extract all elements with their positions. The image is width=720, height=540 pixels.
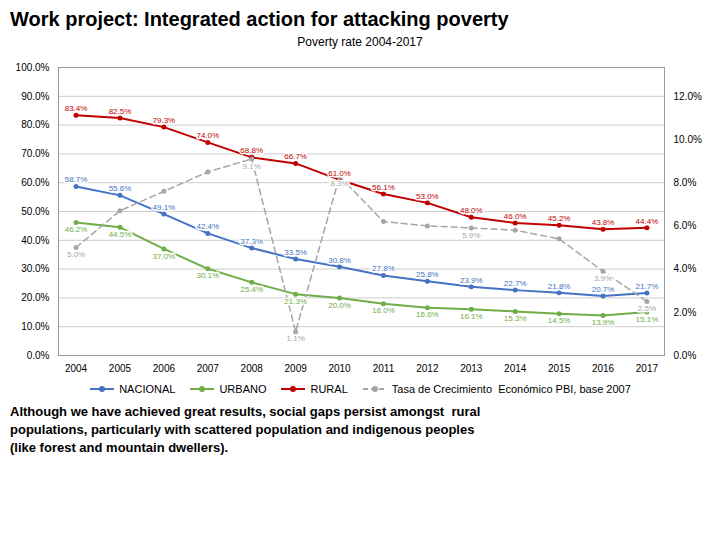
svg-text:30.8%: 30.8% bbox=[328, 256, 351, 265]
svg-text:66.7%: 66.7% bbox=[284, 152, 307, 161]
svg-text:58.7%: 58.7% bbox=[65, 175, 88, 184]
html-text:NACIONAL: NACIONAL bbox=[119, 383, 176, 395]
html-text:Work project: Integrated actio: Work project: Integrated action for atta… bbox=[10, 8, 509, 30]
svg-text:74.0%: 74.0% bbox=[196, 131, 219, 140]
svg-text:46.2%: 46.2% bbox=[65, 225, 88, 234]
svg-text:21.3%: 21.3% bbox=[284, 297, 307, 306]
svg-text:0.0%: 0.0% bbox=[27, 350, 50, 361]
svg-text:83.4%: 83.4% bbox=[65, 104, 88, 113]
svg-text:10.0%: 10.0% bbox=[674, 134, 702, 145]
svg-text:12.0%: 12.0% bbox=[674, 91, 702, 102]
svg-text:61.0%: 61.0% bbox=[328, 169, 351, 178]
svg-text:6.0%: 6.0% bbox=[674, 220, 697, 231]
svg-text:16.1%: 16.1% bbox=[460, 312, 483, 321]
svg-text:2.0%: 2.0% bbox=[674, 307, 697, 318]
svg-text:8.0%: 8.0% bbox=[674, 177, 697, 188]
svg-text:2.5%: 2.5% bbox=[638, 304, 656, 313]
html-text:RURAL: RURAL bbox=[310, 383, 348, 395]
svg-text:5.0%: 5.0% bbox=[67, 250, 85, 259]
svg-text:30.1%: 30.1% bbox=[196, 271, 219, 280]
html-text:URBANO: URBANO bbox=[219, 383, 267, 395]
svg-text:2016: 2016 bbox=[592, 363, 615, 374]
svg-text:3.9%: 3.9% bbox=[594, 274, 612, 283]
svg-text:60.0%: 60.0% bbox=[21, 177, 49, 188]
html-text:Tasa de Crecimiento Económico: Tasa de Crecimiento Económico PBI, base … bbox=[391, 383, 631, 395]
svg-text:2013: 2013 bbox=[460, 363, 483, 374]
svg-text:70.0%: 70.0% bbox=[21, 148, 49, 159]
svg-text:0.0%: 0.0% bbox=[674, 350, 697, 361]
svg-text:53.0%: 53.0% bbox=[416, 192, 439, 201]
svg-text:2010: 2010 bbox=[328, 363, 351, 374]
svg-text:44.5%: 44.5% bbox=[109, 230, 132, 239]
svg-text:15.1%: 15.1% bbox=[636, 315, 659, 324]
svg-text:43.8%: 43.8% bbox=[592, 218, 615, 227]
svg-text:2015: 2015 bbox=[548, 363, 571, 374]
svg-text:10.0%: 10.0% bbox=[21, 321, 49, 332]
svg-text:40.0%: 40.0% bbox=[21, 235, 49, 246]
svg-text:42.4%: 42.4% bbox=[196, 222, 219, 231]
svg-text:5.9%: 5.9% bbox=[462, 231, 480, 240]
svg-text:2004: 2004 bbox=[65, 363, 88, 374]
svg-text:20.7%: 20.7% bbox=[592, 285, 615, 294]
svg-text:90.0%: 90.0% bbox=[21, 91, 49, 102]
html-text:Poverty rate 2004-2017: Poverty rate 2004-2017 bbox=[297, 35, 423, 49]
svg-text:20.0%: 20.0% bbox=[21, 292, 49, 303]
svg-text:100.0%: 100.0% bbox=[16, 62, 50, 73]
svg-text:2012: 2012 bbox=[416, 363, 439, 374]
svg-text:16.6%: 16.6% bbox=[416, 310, 439, 319]
svg-text:79.3%: 79.3% bbox=[153, 116, 176, 125]
svg-text:25.4%: 25.4% bbox=[240, 285, 263, 294]
svg-text:46.0%: 46.0% bbox=[504, 212, 527, 221]
svg-text:2009: 2009 bbox=[285, 363, 308, 374]
svg-text:37.0%: 37.0% bbox=[153, 252, 176, 261]
svg-text:2005: 2005 bbox=[109, 363, 132, 374]
svg-text:2008: 2008 bbox=[241, 363, 264, 374]
svg-text:50.0%: 50.0% bbox=[21, 206, 49, 217]
svg-text:68.8%: 68.8% bbox=[240, 146, 263, 155]
svg-text:15.3%: 15.3% bbox=[504, 314, 527, 323]
svg-text:22.7%: 22.7% bbox=[504, 279, 527, 288]
svg-text:45.2%: 45.2% bbox=[548, 214, 571, 223]
svg-text:2011: 2011 bbox=[373, 363, 395, 374]
svg-text:56.1%: 56.1% bbox=[372, 183, 395, 192]
svg-text:21.7%: 21.7% bbox=[636, 282, 659, 291]
svg-text:37.3%: 37.3% bbox=[240, 237, 263, 246]
svg-text:18.0%: 18.0% bbox=[372, 306, 395, 315]
svg-text:44.4%: 44.4% bbox=[636, 217, 659, 226]
svg-text:9.1%: 9.1% bbox=[243, 162, 261, 171]
svg-text:13.9%: 13.9% bbox=[592, 318, 615, 327]
html-text:Although we have achieved grea: Although we have achieved great results,… bbox=[10, 404, 481, 456]
svg-text:2017: 2017 bbox=[636, 363, 659, 374]
svg-text:27.8%: 27.8% bbox=[372, 264, 395, 273]
svg-text:4.0%: 4.0% bbox=[674, 263, 697, 274]
svg-text:21.8%: 21.8% bbox=[548, 282, 571, 291]
svg-text:2006: 2006 bbox=[153, 363, 176, 374]
svg-text:55.6%: 55.6% bbox=[109, 184, 132, 193]
svg-text:80.0%: 80.0% bbox=[21, 119, 49, 130]
svg-text:2014: 2014 bbox=[504, 363, 527, 374]
svg-text:48.0%: 48.0% bbox=[460, 206, 483, 215]
svg-text:23.9%: 23.9% bbox=[460, 276, 483, 285]
svg-text:1.1%: 1.1% bbox=[287, 334, 305, 343]
svg-text:20.0%: 20.0% bbox=[328, 301, 351, 310]
svg-text:14.5%: 14.5% bbox=[548, 316, 571, 325]
svg-text:33.5%: 33.5% bbox=[284, 248, 307, 257]
svg-text:30.0%: 30.0% bbox=[21, 263, 49, 274]
svg-text:2007: 2007 bbox=[197, 363, 220, 374]
svg-text:25.8%: 25.8% bbox=[416, 270, 439, 279]
svg-text:82.5%: 82.5% bbox=[109, 107, 132, 116]
svg-text:49.1%: 49.1% bbox=[153, 203, 176, 212]
svg-text:8.3%: 8.3% bbox=[330, 179, 348, 188]
